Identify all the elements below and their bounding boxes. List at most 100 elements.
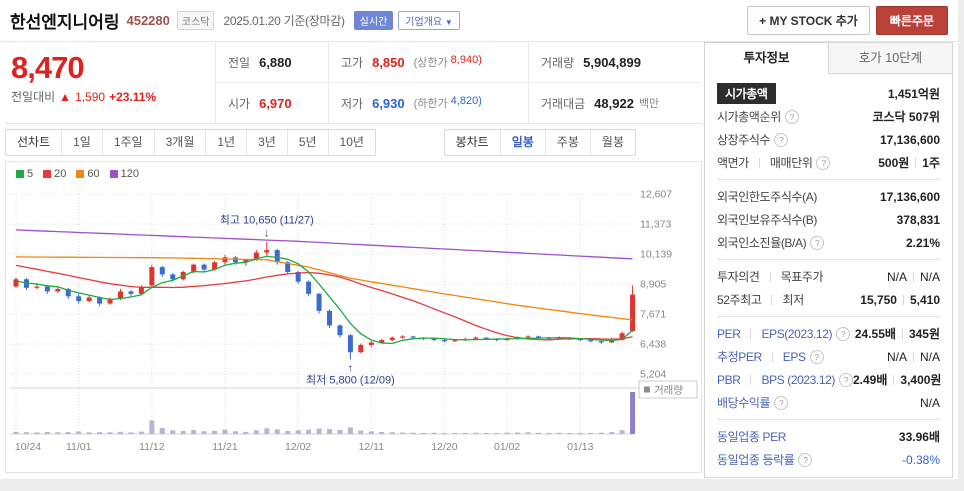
company-overview-dropdown[interactable]: 기업개요 ▼ xyxy=(398,11,460,30)
chart-tab-period-3m[interactable]: 3개월 xyxy=(153,130,206,155)
investor-info-section: 투자정보 호가 10단계 시가총액 1,451억원 시가총액순위? 코스닥 507위 상… xyxy=(704,42,953,478)
help-icon[interactable]: ? xyxy=(798,452,813,467)
dividend-yield-label[interactable]: 배당수익률? xyxy=(717,394,789,411)
candle-body xyxy=(452,340,458,342)
chart-tab-period-1y[interactable]: 1년 xyxy=(205,130,246,155)
chart-tab-period-1w[interactable]: 1주일 xyxy=(101,130,154,155)
candle-body xyxy=(441,340,447,342)
candle-body xyxy=(13,279,19,287)
pbr-bps-value: 2.49배 3,400원 xyxy=(853,373,942,387)
chart-tab-daily[interactable]: 일봉 xyxy=(499,130,545,155)
chart-tab-period-3y[interactable]: 3년 xyxy=(246,130,287,155)
volume-bar xyxy=(65,432,71,434)
chart-tab-monthly[interactable]: 월봉 xyxy=(589,130,635,155)
candle-body xyxy=(389,337,395,341)
industry-per-value: 33.96배 xyxy=(898,430,940,444)
week52-high-low-row: 52주최고 최저 15,750 5,410 xyxy=(717,288,940,311)
panel-tabs: 투자정보 호가 10단계 xyxy=(705,43,952,74)
candle-type-tab-group: 봉차트 일봉 주봉 월봉 xyxy=(443,129,636,156)
x-axis-label: 11/12 xyxy=(139,441,165,453)
volume-bar xyxy=(619,430,625,434)
cell-day-high: 고가 8,850 (상한가 8,940) xyxy=(328,42,528,82)
chart-tab-period-10y[interactable]: 10년 xyxy=(327,130,375,155)
tab-investor-info[interactable]: 투자정보 xyxy=(705,43,829,74)
candle-body xyxy=(128,291,134,294)
help-icon[interactable]: ? xyxy=(784,109,799,124)
as-of-date-label: 2025.01.20 기준(장마감) xyxy=(223,14,345,28)
tab-orderbook-10-levels[interactable]: 호가 10단계 xyxy=(829,43,952,73)
help-icon[interactable]: ? xyxy=(836,326,851,341)
est-per-eps-label[interactable]: 추정PER EPS? xyxy=(717,348,824,365)
shares-outstanding-label: 상장주식수? xyxy=(717,131,789,148)
per-eps-value: 24.55배 345원 xyxy=(854,327,940,341)
my-stock-add-button[interactable]: + MY STOCK 추가 xyxy=(747,6,870,35)
realtime-badge[interactable]: 실시간 xyxy=(353,11,394,30)
volume-bar xyxy=(180,430,186,434)
help-icon[interactable]: ? xyxy=(774,132,789,147)
candle-body xyxy=(630,294,636,332)
ma120-line xyxy=(15,229,633,260)
chart-tab-candle-chart[interactable]: 봉차트 xyxy=(455,135,489,149)
volume-bar xyxy=(212,430,218,434)
pbr-bps-row: PBR BPS (2023.12)? 2.49배 3,400원 xyxy=(717,368,942,391)
candle-body xyxy=(97,297,103,304)
quick-order-button[interactable]: 빠른주문 xyxy=(875,6,948,35)
pbr-bps-label[interactable]: PBR BPS (2023.12)? xyxy=(717,372,853,387)
help-icon[interactable]: ? xyxy=(809,349,824,364)
volume-bar xyxy=(609,432,615,434)
period-tab-group: 선차트 1일 1주일 3개월 1년 3년 5년 10년 xyxy=(5,129,376,156)
industry-per-label[interactable]: 동일업종 PER xyxy=(717,430,786,444)
volume-bar xyxy=(368,431,374,434)
volume-bar xyxy=(400,432,406,434)
chart-tab-weekly[interactable]: 주봉 xyxy=(544,130,590,155)
candle-body xyxy=(107,298,113,304)
legend-ma5: 5 xyxy=(16,168,33,180)
ma20-line xyxy=(15,264,633,341)
x-axis-label: 01/02 xyxy=(494,441,520,453)
week52-high-low-label: 52주최고 최저 xyxy=(717,293,804,307)
legend-ma120: 120 xyxy=(109,168,139,180)
day-high-value: 8,850 xyxy=(372,54,405,70)
volume-bar xyxy=(525,432,531,434)
industry-change-label[interactable]: 동일업종 등락률? xyxy=(717,451,813,468)
volume-bar xyxy=(295,430,301,434)
candle-body xyxy=(577,338,583,341)
volume-bar xyxy=(159,427,165,434)
volume-bar xyxy=(546,432,552,434)
market-cap-row: 시가총액 1,451억원 xyxy=(717,82,940,105)
candle-body xyxy=(65,288,71,297)
volume-bar xyxy=(431,432,437,434)
main-content: 8,470 전일대비 ▲ 1,590 +23.11% 전일 6,880 고가 8,85… xyxy=(0,42,958,478)
page-header: 한선엔지니어링 452280 코스닥 2025.01.20 기준(장마감) 실시… xyxy=(0,0,958,42)
volume-bar xyxy=(441,432,447,434)
market-cap-value: 1,451억원 xyxy=(887,87,940,101)
candle-body xyxy=(410,336,416,338)
chart-tab-period-5y[interactable]: 5년 xyxy=(286,130,328,155)
est-per-eps-row: 추정PER EPS? N/A N/A xyxy=(717,345,940,368)
volume-bar xyxy=(222,429,228,434)
candle-body xyxy=(473,337,479,339)
help-icon[interactable]: ? xyxy=(810,235,825,250)
day-open-value: 6,970 xyxy=(259,95,292,111)
volume-bar xyxy=(421,432,427,434)
help-icon[interactable]: ? xyxy=(774,395,789,410)
y-axis-label: 5,204 xyxy=(640,369,666,381)
industry-per-row: 동일업종 PER 33.96배 xyxy=(717,425,940,448)
shares-outstanding-value: 17,136,600 xyxy=(879,132,940,147)
per-eps-label[interactable]: PER EPS(2023.12)? xyxy=(717,326,851,341)
volume-value: 5,904,899 xyxy=(583,54,641,70)
y-axis-label: 11,373 xyxy=(640,219,671,231)
volume-bar xyxy=(316,428,322,434)
volume-bar xyxy=(483,432,489,434)
help-icon[interactable]: ? xyxy=(816,155,831,170)
chart-tab-line-chart[interactable]: 선차트 xyxy=(17,135,51,149)
ma60-line xyxy=(15,256,633,321)
foreign-limit-shares-row: 외국인한도주식수(A) 17,136,600 xyxy=(717,185,940,208)
candle-body xyxy=(431,338,437,341)
volume-bar xyxy=(379,432,385,434)
volume-bar xyxy=(567,433,573,434)
candle-body xyxy=(138,286,144,294)
chart-tab-period-1d[interactable]: 1일 xyxy=(61,130,102,155)
volume-bar xyxy=(515,432,521,434)
help-icon[interactable]: ? xyxy=(839,372,853,387)
